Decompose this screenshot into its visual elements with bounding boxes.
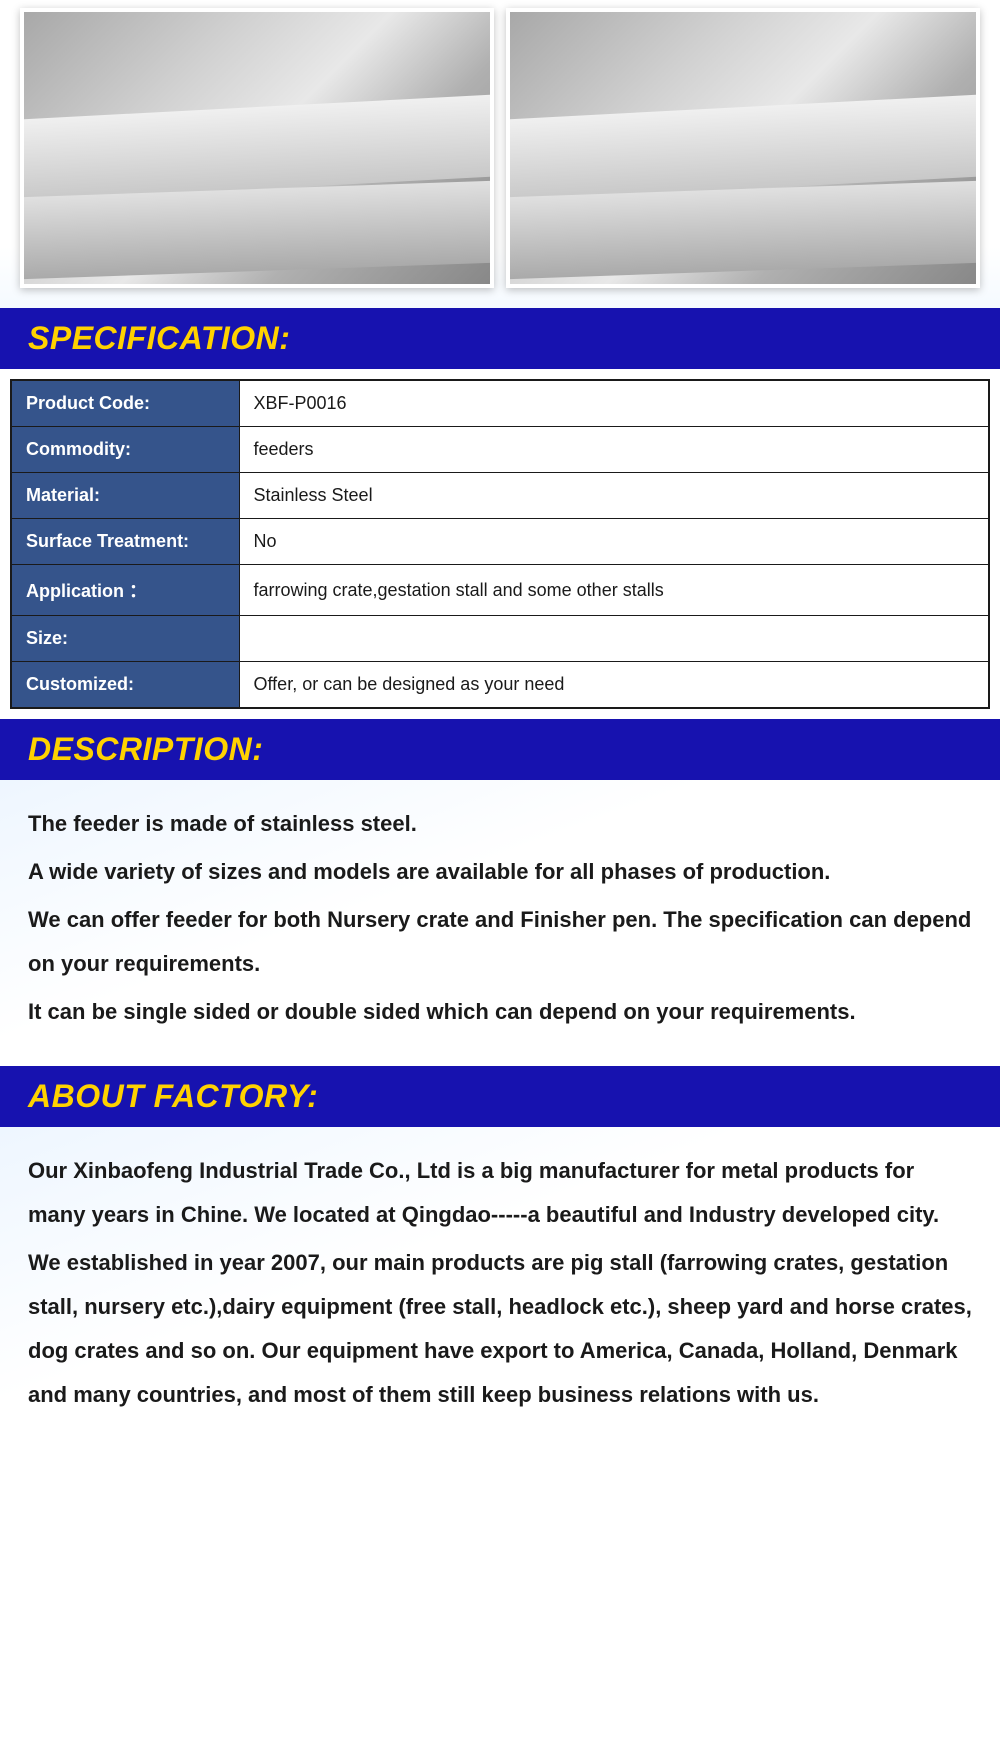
product-images-row xyxy=(0,0,1000,308)
spec-value: Stainless Steel xyxy=(239,473,989,519)
specification-table: Product Code:XBF-P0016Commodity:feedersM… xyxy=(10,379,990,709)
description-line: The feeder is made of stainless steel. xyxy=(28,802,972,846)
spec-value: farrowing crate,gestation stall and some… xyxy=(239,565,989,616)
about-factory-title: ABOUT FACTORY: xyxy=(28,1078,972,1115)
product-image-2 xyxy=(506,8,980,288)
spec-value: Offer, or can be designed as your need xyxy=(239,662,989,709)
about-factory-line: Our Xinbaofeng Industrial Trade Co., Ltd… xyxy=(28,1149,972,1237)
spec-label: Surface Treatment: xyxy=(11,519,239,565)
product-image-1 xyxy=(20,8,494,288)
description-line: A wide variety of sizes and models are a… xyxy=(28,850,972,894)
table-row: Size: xyxy=(11,616,989,662)
table-row: Customized:Offer, or can be designed as … xyxy=(11,662,989,709)
spec-value xyxy=(239,616,989,662)
spec-value: No xyxy=(239,519,989,565)
description-line: We can offer feeder for both Nursery cra… xyxy=(28,898,972,986)
description-header: DESCRIPTION: xyxy=(0,719,1000,780)
description-line: It can be single sided or double sided w… xyxy=(28,990,972,1034)
description-title: DESCRIPTION: xyxy=(28,731,972,768)
description-body: The feeder is made of stainless steel. A… xyxy=(0,780,1000,1066)
about-factory-line: We established in year 2007, our main pr… xyxy=(28,1241,972,1417)
spec-label: Customized: xyxy=(11,662,239,709)
spec-label: Product Code: xyxy=(11,380,239,427)
about-factory-header: ABOUT FACTORY: xyxy=(0,1066,1000,1127)
spec-value: XBF-P0016 xyxy=(239,380,989,427)
spec-label: Size: xyxy=(11,616,239,662)
about-factory-body: Our Xinbaofeng Industrial Trade Co., Ltd… xyxy=(0,1127,1000,1449)
spec-label: Commodity: xyxy=(11,427,239,473)
table-row: Surface Treatment:No xyxy=(11,519,989,565)
spec-label: Application ： xyxy=(11,565,239,616)
table-row: Product Code:XBF-P0016 xyxy=(11,380,989,427)
spec-label: Material: xyxy=(11,473,239,519)
specification-title: SPECIFICATION: xyxy=(28,320,972,357)
table-row: Application ：farrowing crate,gestation s… xyxy=(11,565,989,616)
table-row: Commodity:feeders xyxy=(11,427,989,473)
spec-value: feeders xyxy=(239,427,989,473)
specification-header: SPECIFICATION: xyxy=(0,308,1000,369)
table-row: Material:Stainless Steel xyxy=(11,473,989,519)
